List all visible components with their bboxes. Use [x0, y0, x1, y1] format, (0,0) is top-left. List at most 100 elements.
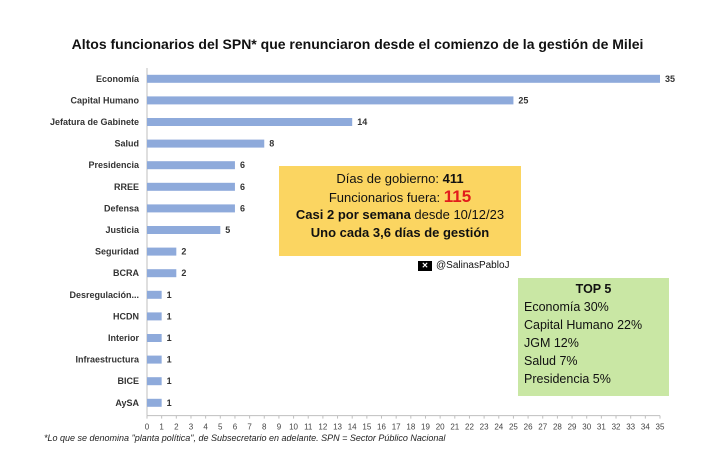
data-label: 2: [181, 247, 186, 257]
x-tick-label: 13: [333, 423, 342, 432]
x-tick-label: 11: [304, 423, 313, 432]
x-tick-label: 3: [189, 423, 194, 432]
top5-item: Presidencia 5%: [524, 372, 611, 386]
weekly-rest: desde 10/12/23: [410, 207, 505, 222]
x-tick-label: 33: [626, 423, 635, 432]
bar: [147, 334, 162, 342]
funcionarios-line: Funcionarios fuera: 115: [279, 186, 521, 207]
top5-item: Economía 30%: [524, 300, 609, 314]
data-label: 1: [167, 398, 172, 408]
bar: [147, 161, 235, 170]
data-label: 1: [167, 355, 172, 365]
x-tick-label: 24: [494, 423, 503, 432]
x-tick-label: 25: [509, 423, 518, 432]
data-label: 8: [269, 139, 274, 149]
x-tick-label: 21: [450, 423, 459, 432]
top5-item: Salud 7%: [524, 354, 578, 368]
weekly-line: Casi 2 por semana desde 10/12/23: [279, 206, 521, 224]
top5-item: Capital Humano 22%: [524, 318, 643, 332]
x-tick-label: 31: [597, 423, 606, 432]
bar: [147, 118, 353, 126]
x-tick-label: 19: [421, 423, 430, 432]
category-label: Jefatura de Gabinete: [50, 117, 139, 127]
funcionarios-label: Funcionarios fuera:: [328, 189, 441, 205]
category-label: Interior: [108, 333, 140, 343]
bar: [147, 226, 221, 234]
x-tick-label: 0: [145, 423, 150, 432]
data-label: 1: [167, 333, 172, 343]
chart-title: Altos funcionarios del SPN* que renuncia…: [71, 36, 644, 52]
data-label: 6: [240, 203, 245, 213]
category-label: RREE: [114, 182, 139, 192]
rate-text: Uno cada 3,6 días de gestión: [310, 224, 490, 240]
funcionarios-value: 115: [443, 186, 472, 206]
category-label: Seguridad: [95, 247, 139, 257]
category-label: Defensa: [104, 203, 140, 213]
weekly-bold: Casi 2 por semana: [295, 207, 411, 222]
bar: [147, 182, 235, 191]
bar: [147, 290, 162, 299]
data-label: 2: [181, 268, 186, 278]
x-tick-label: 9: [277, 423, 282, 432]
data-label: 1: [167, 376, 172, 386]
x-logo-icon: ✕: [418, 260, 432, 271]
x-tick-label: 17: [392, 423, 401, 432]
bar: [147, 269, 177, 278]
x-tick-label: 30: [582, 423, 591, 432]
bar: [147, 377, 162, 386]
data-label: 14: [357, 117, 367, 127]
x-tick-label: 22: [465, 423, 474, 432]
x-tick-label: 1: [159, 423, 164, 432]
x-tick-label: 14: [348, 423, 357, 432]
data-label: 25: [518, 95, 528, 105]
category-label: Presidencia: [88, 160, 140, 170]
category-label: HCDN: [113, 311, 139, 321]
category-label: Infraestructura: [75, 355, 140, 365]
x-tick-label: 35: [656, 423, 665, 432]
top5-box: TOP 5 Economía 30% Capital Humano 22% JG…: [518, 278, 669, 396]
author-handle: ✕ @SalinasPabloJ: [418, 260, 510, 271]
x-tick-label: 18: [406, 423, 415, 432]
dias-label: Días de gobierno:: [336, 171, 439, 186]
x-tick-label: 32: [612, 423, 621, 432]
bar: [147, 204, 235, 213]
x-tick-label: 5: [218, 423, 223, 432]
x-tick-label: 6: [233, 423, 238, 432]
category-label: BICE: [117, 376, 139, 386]
data-label: 5: [225, 225, 230, 235]
bar: [147, 74, 660, 83]
x-tick-label: 16: [377, 423, 386, 432]
bar: [147, 247, 177, 256]
data-label: 35: [665, 74, 675, 84]
top5-title: TOP 5: [575, 282, 612, 296]
x-tick-label: 28: [553, 423, 562, 432]
category-label: AySA: [115, 398, 139, 408]
data-label: 6: [240, 160, 245, 170]
x-tick-label: 2: [174, 423, 179, 432]
category-label: Desregulación...: [69, 290, 139, 300]
x-tick-label: 12: [318, 423, 327, 432]
x-tick-label: 7: [247, 423, 252, 432]
bar: [147, 355, 162, 364]
dias-value: 411: [442, 171, 464, 186]
x-tick-label: 27: [538, 423, 547, 432]
bar: [147, 139, 265, 148]
x-tick-label: 15: [362, 423, 371, 432]
category-label: BCRA: [113, 268, 139, 278]
x-tick-label: 20: [436, 423, 445, 432]
top5-item: JGM 12%: [524, 336, 579, 350]
x-tick-label: 4: [203, 423, 208, 432]
bar: [147, 398, 162, 407]
category-label: Salud: [114, 139, 139, 149]
category-label: Economía: [96, 74, 140, 84]
x-tick-label: 23: [480, 423, 489, 432]
rate-line: Uno cada 3,6 días de gestión: [279, 224, 521, 242]
footnote: *Lo que se denomina "planta política", d…: [44, 433, 446, 443]
data-label: 6: [240, 182, 245, 192]
dias-line: Días de gobierno: 411: [279, 170, 521, 188]
x-tick-label: 29: [568, 423, 577, 432]
handle-text: @SalinasPabloJ: [436, 260, 510, 271]
x-tick-label: 34: [641, 423, 650, 432]
bar: [147, 96, 514, 105]
